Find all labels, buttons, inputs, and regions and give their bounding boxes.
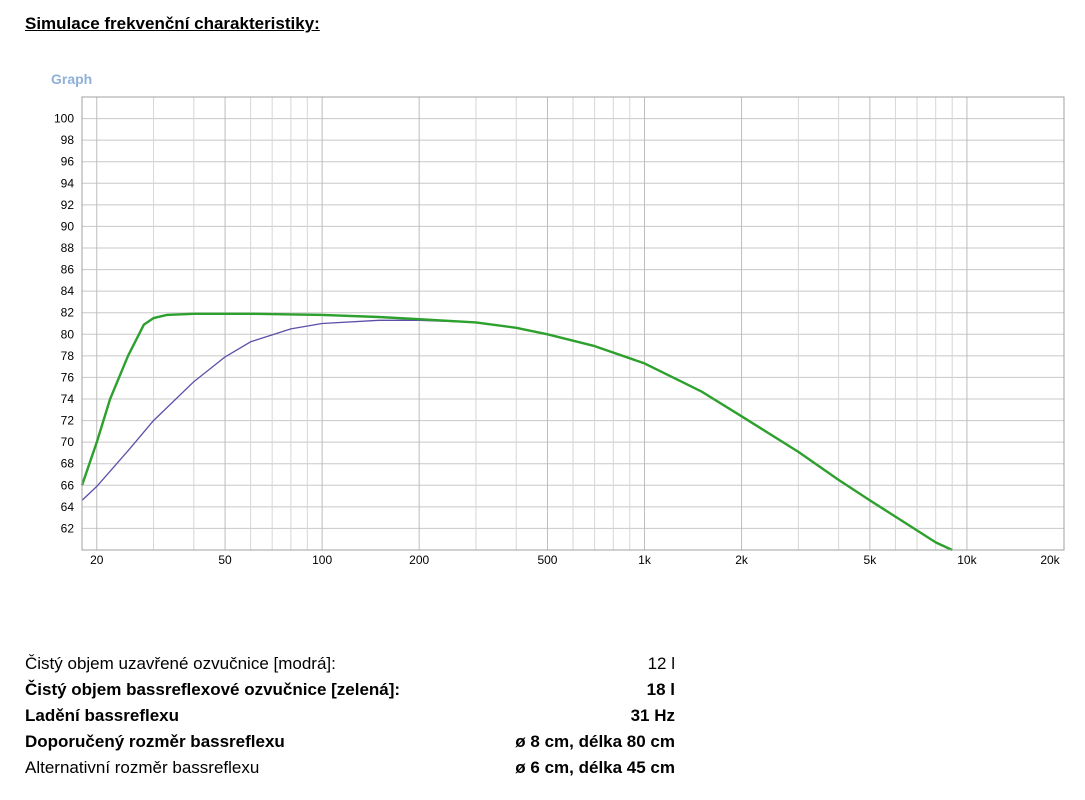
y-tick-label: 100: [54, 112, 74, 126]
chart-grid: [82, 97, 1065, 550]
x-tick-label: 50: [218, 553, 232, 567]
x-tick-label: 20: [90, 553, 104, 567]
y-tick-label: 72: [61, 414, 75, 428]
x-tick-label: 200: [409, 553, 429, 567]
spec-row: Alternativní rozměr bassreflexu ø 6 cm, …: [25, 755, 675, 781]
y-tick-label: 94: [61, 176, 75, 190]
spec-label: Ladění bassreflexu: [25, 706, 180, 725]
x-tick-label: 10k: [957, 553, 977, 567]
y-axis-ticks: 100 98 96 94 92 90 88 86 84 82 80 78 76 74 72 70 68 66 64 6…: [54, 112, 74, 536]
spec-value: ø 6 cm, délka 45 cm: [515, 758, 675, 777]
spec-row: Čistý objem uzavřené ozvučnice [modrá]: …: [25, 651, 675, 677]
y-tick-label: 88: [61, 241, 75, 255]
frequency-response-chart: 100 98 96 94 92 90 88 86 84 82 80 78 76 74 72 70 68 66 64 6…: [54, 96, 1065, 567]
plot-frame: [81, 96, 1065, 551]
spec-label: Čistý objem uzavřené ozvučnice [modrá]:: [25, 654, 336, 673]
y-tick-label: 86: [61, 263, 75, 277]
x-tick-label: 2k: [735, 553, 749, 567]
spec-value: 31 Hz: [630, 706, 675, 725]
spec-label: Čistý objem bassreflexové ozvučnice [zel…: [25, 680, 401, 699]
x-tick-label: 20k: [1040, 553, 1060, 567]
spec-label: Alternativní rozměr bassreflexu: [25, 758, 260, 777]
spec-value: ø 8 cm, délka 80 cm: [515, 732, 675, 751]
y-tick-label: 90: [61, 219, 75, 233]
x-axis-ticks: 20 50 100 200 500 1k 2k 5k 10k 20k: [90, 553, 1061, 567]
spec-row: Ladění bassreflexu 31 Hz: [25, 703, 675, 729]
series-line: [81, 319, 953, 551]
y-tick-label: 74: [61, 392, 75, 406]
page-heading: Simulace frekvenční charakteristiky:: [25, 14, 320, 33]
y-tick-label: 84: [61, 284, 75, 298]
spec-label: Doporučený rozměr bassreflexu: [25, 732, 285, 751]
y-tick-label: 66: [61, 478, 75, 492]
spec-row: Čistý objem bassreflexové ozvučnice [zel…: [25, 677, 675, 703]
y-tick-label: 98: [61, 133, 75, 147]
y-tick-label: 96: [61, 155, 75, 169]
spec-value: 18 l: [646, 680, 675, 699]
y-tick-label: 92: [61, 198, 75, 212]
speaker-specs: Čistý objem uzavřené ozvučnice [modrá]: …: [25, 651, 675, 781]
x-tick-label: 100: [312, 553, 332, 567]
y-tick-label: 82: [61, 306, 75, 320]
y-tick-label: 62: [61, 521, 75, 535]
series-line: [80, 312, 953, 552]
graph-title: Graph: [51, 71, 93, 87]
y-tick-label: 80: [61, 327, 75, 341]
spec-row: Doporučený rozměr bassreflexu ø 8 cm, dé…: [25, 729, 675, 755]
spec-value: 12 l: [647, 654, 675, 673]
chart-series: [80, 312, 953, 552]
y-tick-label: 68: [61, 457, 75, 471]
y-tick-label: 76: [61, 370, 75, 384]
y-tick-label: 70: [61, 435, 75, 449]
x-tick-label: 5k: [864, 553, 878, 567]
y-tick-label: 78: [61, 349, 75, 363]
x-tick-label: 1k: [638, 553, 652, 567]
y-tick-label: 64: [61, 500, 75, 514]
x-tick-label: 500: [537, 553, 557, 567]
